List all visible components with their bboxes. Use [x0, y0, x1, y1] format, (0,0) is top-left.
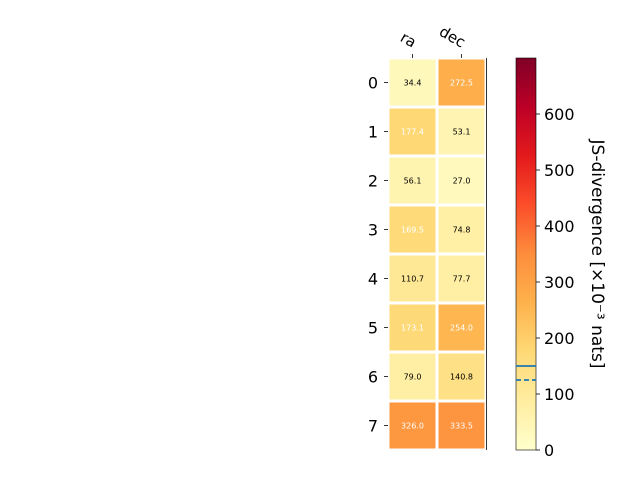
cell-value-label: 140.8 — [450, 373, 473, 382]
cell-value-label: 77.7 — [453, 275, 471, 284]
cell-value-label: 177.4 — [401, 128, 424, 137]
colorbar-gradient — [515, 57, 537, 451]
cell-value-label: 74.8 — [453, 226, 471, 235]
heatmap-cell — [389, 304, 436, 351]
colorbar-tick-label: 500 — [544, 161, 575, 180]
y-tick-label: 1 — [368, 123, 378, 142]
x-axis-ticks: ra dec — [397, 22, 469, 58]
heatmap-cell-labels: 34.4 272.5 177.4 53.1 56.1 27.0 169.5 74.8 110.7… — [401, 79, 473, 431]
cell-value-label: 110.7 — [401, 275, 424, 284]
heatmap-cell — [438, 255, 485, 302]
y-tick-label: 2 — [368, 172, 378, 191]
y-tick-label: 5 — [368, 319, 378, 338]
cell-value-label: 34.4 — [404, 79, 422, 88]
colorbar-ticks: 0 100 200 300 400 500 600 — [536, 105, 575, 460]
colorbar-tick-label: 400 — [544, 217, 575, 236]
heatmap-cell — [389, 59, 436, 106]
cell-value-label: 326.0 — [401, 422, 424, 431]
cell-value-label: 27.0 — [453, 177, 471, 186]
colorbar-reference-lines — [516, 365, 536, 381]
colorbar-tick-label: 200 — [544, 329, 575, 348]
cell-value-label: 56.1 — [404, 177, 422, 186]
y-tick-label: 7 — [368, 417, 378, 436]
cell-value-label: 169.5 — [401, 226, 424, 235]
y-tick-label: 4 — [368, 270, 378, 289]
cell-value-label: 173.1 — [401, 324, 424, 333]
y-tick-label: 6 — [368, 368, 378, 387]
colorbar-tick-label: 600 — [544, 105, 575, 124]
heatmap-cell — [438, 59, 485, 106]
cell-value-label: 254.0 — [450, 324, 473, 333]
y-tick-label: 0 — [368, 74, 378, 93]
heatmap-cell — [389, 353, 436, 400]
heatmap-cell — [389, 108, 436, 155]
x-tick-label: ra — [397, 28, 419, 51]
heatmap-cell — [389, 255, 436, 302]
colorbar-tick-label: 0 — [544, 441, 554, 460]
heatmap-cells — [389, 59, 485, 449]
y-tick-label: 3 — [368, 221, 378, 240]
colorbar-label: JS-divergence [×10⁻³ nats] — [587, 139, 607, 369]
y-axis-ticks: 0 1 2 3 4 5 6 7 — [368, 74, 388, 436]
heatmap-cell — [438, 402, 485, 449]
heatmap-cell — [438, 353, 485, 400]
heatmap-cell — [389, 206, 436, 253]
colorbar-tick-label: 300 — [544, 273, 575, 292]
heatmap-cell — [438, 304, 485, 351]
heatmap-cell — [389, 402, 436, 449]
heatmap-cell — [438, 108, 485, 155]
heatmap-cell — [438, 157, 485, 204]
colorbar — [515, 57, 537, 451]
cell-value-label: 79.0 — [404, 373, 422, 382]
heatmap-cell — [438, 206, 485, 253]
colorbar-tick-label: 100 — [544, 385, 575, 404]
cell-value-label: 333.5 — [450, 422, 473, 431]
x-tick-label: dec — [436, 22, 468, 51]
cell-value-label: 272.5 — [450, 79, 473, 88]
cell-value-label: 53.1 — [453, 128, 471, 137]
heatmap-cell — [389, 157, 436, 204]
